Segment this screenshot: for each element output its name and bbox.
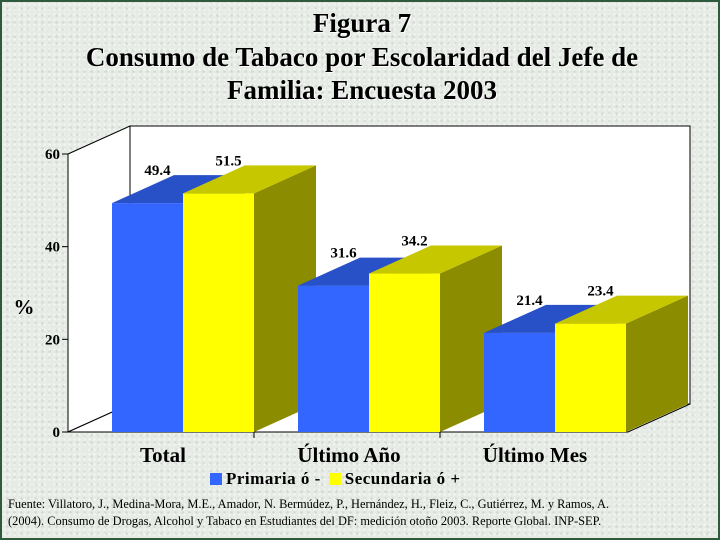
legend-item-secundaria: Secundaria ó + [328,469,461,489]
x-category-label: Último Mes [483,443,587,467]
x-category-label: Total [140,443,186,467]
bar-1-1 [369,273,440,432]
legend-swatch-primaria [210,473,222,485]
data-label-0-1: 31.6 [330,246,357,262]
bar-0-0 [112,203,183,432]
data-label-0-0: 49.4 [144,163,171,179]
y-tick-label: 60 [45,147,60,163]
chart-title: Consumo de Tabaco por Escolaridad del Je… [85,42,639,72]
y-tick-label: 20 [45,332,60,348]
legend-label-secundaria: Secundaria ó + [344,469,461,488]
legend-label-primaria: Primaria ó - [226,469,321,488]
bar-1-2 [555,323,626,432]
bar-0-1 [298,285,369,432]
bar-top-1-1 [369,245,502,274]
chart-subtitle: Familia: Encuesta 2003 [227,75,497,105]
bar-0-2 [484,332,555,432]
footnote-line-2: (2004). Consumo de Drogas, Alcohol y Tab… [8,514,602,528]
legend-item-primaria: Primaria ó - [210,469,321,489]
y-tick-label: 0 [53,425,61,441]
x-category-label: Último Año [297,443,400,467]
legend-swatch-secundaria [328,473,341,485]
bar-side-1-2 [626,295,688,432]
data-label-0-2: 21.4 [516,293,543,309]
footnote-line-1: Fuente: Villatoro, J., Medina-Mora, M.E.… [8,497,610,511]
y-tick-label: 40 [45,240,60,256]
bar-top-1-2 [555,295,688,324]
figure-number: Figura 7 [312,8,412,38]
y-axis-label: % [14,295,35,319]
bar-top-1-0 [183,165,316,194]
data-label-1-2: 23.4 [587,284,614,300]
legend: Primaria ó - Secundaria ó + [210,469,461,489]
data-label-1-1: 34.2 [401,234,427,250]
source-footnote: Fuente: Villatoro, J., Medina-Mora, M.E.… [8,496,716,530]
bar-1-0 [183,193,254,432]
data-label-1-0: 51.5 [215,153,241,169]
